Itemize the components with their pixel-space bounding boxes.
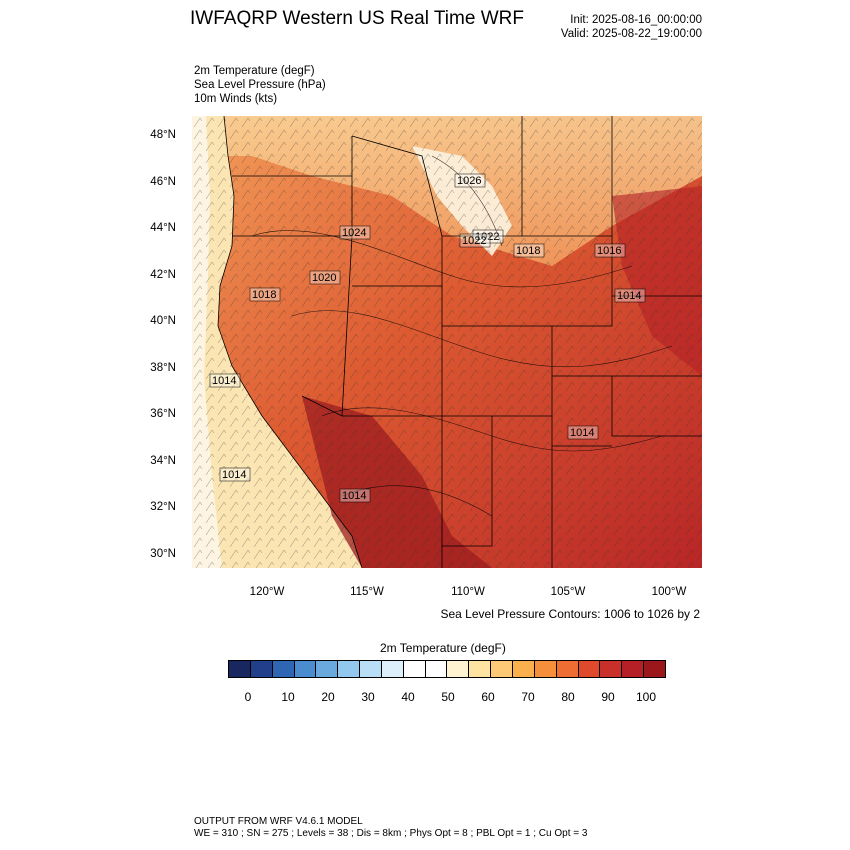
- colorbar-tick: 80: [561, 690, 575, 704]
- svg-text:1018: 1018: [516, 245, 540, 257]
- colorbar-segment: [469, 661, 492, 677]
- colorbar-tick: 30: [361, 690, 375, 704]
- colorbar-tick: 0: [244, 690, 252, 704]
- colorbar-segment: [447, 661, 470, 677]
- pressure-contours: [251, 155, 673, 517]
- pressure-label: 1022: [459, 233, 491, 248]
- lat-label: 46°N: [150, 176, 176, 188]
- footer-model: OUTPUT FROM WRF V4.6.1 MODEL: [194, 816, 363, 827]
- colorbar-segment: [360, 661, 382, 677]
- colorbar-segment: [316, 661, 339, 677]
- colorbar-tick: 50: [441, 690, 455, 704]
- colorbar-segment: [229, 661, 251, 677]
- svg-text:1014: 1014: [570, 427, 594, 439]
- colorbar-segment: [578, 661, 601, 677]
- colorbar-segment: [425, 661, 448, 677]
- lat-label: 30°N: [150, 548, 176, 560]
- lat-label: 42°N: [150, 269, 176, 281]
- svg-text:1014: 1014: [212, 375, 236, 387]
- colorbar-segment: [644, 661, 665, 677]
- colorbar-segment: [622, 661, 645, 677]
- colorbar-tick: 90: [601, 690, 615, 704]
- wind-barbs: [192, 116, 702, 568]
- pressure-label: 1014: [339, 488, 371, 503]
- lon-label: 100°W: [651, 586, 687, 598]
- lat-label: 36°N: [150, 408, 176, 420]
- pressure-label: 1014: [219, 467, 251, 482]
- colorbar-tick: 100: [635, 690, 657, 704]
- colorbar: [228, 660, 666, 678]
- svg-text:1022: 1022: [462, 235, 486, 247]
- colorbar-segment: [250, 661, 273, 677]
- colorbar-tick: 20: [321, 690, 335, 704]
- field-label-winds: 10m Winds (kts): [194, 93, 278, 105]
- pressure-label: 1014: [209, 373, 241, 388]
- weather-map: 1026102210221018101610141014101410141024…: [192, 116, 702, 568]
- colorbar-segment: [272, 661, 295, 677]
- lat-label: 32°N: [150, 501, 176, 513]
- lon-label: 105°W: [550, 586, 586, 598]
- lat-label: 48°N: [150, 129, 176, 141]
- map-svg: 1026102210221018101610141014101410141024…: [192, 116, 702, 568]
- state-borders: [217, 116, 702, 568]
- contour-note: Sea Level Pressure Contours: 1006 to 102…: [440, 607, 701, 621]
- pressure-label-group: 1026102210221018101610141014101410141024…: [209, 173, 646, 503]
- footer-config: WE = 310 ; SN = 275 ; Levels = 38 ; Dis …: [194, 828, 588, 839]
- lat-label: 38°N: [150, 362, 176, 374]
- colorbar-title: 2m Temperature (degF): [380, 641, 506, 655]
- field-label-pressure: Sea Level Pressure (hPa): [194, 79, 326, 91]
- colorbar-segment: [534, 661, 557, 677]
- lat-label: 40°N: [150, 315, 176, 327]
- pressure-label: 1020: [309, 270, 341, 285]
- pressure-label: 1018: [249, 287, 281, 302]
- field-label-temperature: 2m Temperature (degF): [194, 65, 315, 77]
- colorbar-tick: 40: [401, 690, 415, 704]
- colorbar-tick: 70: [521, 690, 535, 704]
- svg-text:1014: 1014: [342, 490, 366, 502]
- chart-title: IWFAQRP Western US Real Time WRF: [190, 8, 524, 29]
- svg-text:1020: 1020: [312, 272, 336, 284]
- init-time: Init: 2025-08-16_00:00:00: [570, 14, 702, 26]
- colorbar-segment: [294, 661, 317, 677]
- pressure-label: 1014: [567, 425, 599, 440]
- colorbar-tick: 60: [481, 690, 495, 704]
- colorbar-segment: [491, 661, 513, 677]
- colorbar-segment: [403, 661, 426, 677]
- lat-label: 44°N: [150, 222, 176, 234]
- colorbar-segment: [556, 661, 579, 677]
- svg-text:1014: 1014: [222, 469, 246, 481]
- svg-text:1014: 1014: [617, 290, 641, 302]
- colorbar-segment: [600, 661, 623, 677]
- colorbar-segment: [381, 661, 404, 677]
- pressure-label: 1018: [513, 243, 545, 258]
- svg-text:1016: 1016: [597, 245, 621, 257]
- pressure-label: 1024: [339, 225, 371, 240]
- lon-label: 110°W: [451, 586, 485, 598]
- pressure-label: 1026: [454, 173, 486, 188]
- lon-label: 120°W: [249, 586, 285, 598]
- colorbar-tick: 10: [281, 690, 295, 704]
- lon-label: 115°W: [350, 586, 384, 598]
- pressure-label: 1016: [594, 243, 626, 258]
- svg-text:1024: 1024: [342, 227, 366, 239]
- colorbar-segment: [338, 661, 361, 677]
- svg-text:1018: 1018: [252, 289, 276, 301]
- lat-label: 34°N: [150, 455, 176, 467]
- colorbar-segment: [512, 661, 535, 677]
- valid-time: Valid: 2025-08-22_19:00:00: [560, 28, 702, 40]
- svg-text:1026: 1026: [457, 175, 481, 187]
- pressure-label: 1014: [614, 288, 646, 303]
